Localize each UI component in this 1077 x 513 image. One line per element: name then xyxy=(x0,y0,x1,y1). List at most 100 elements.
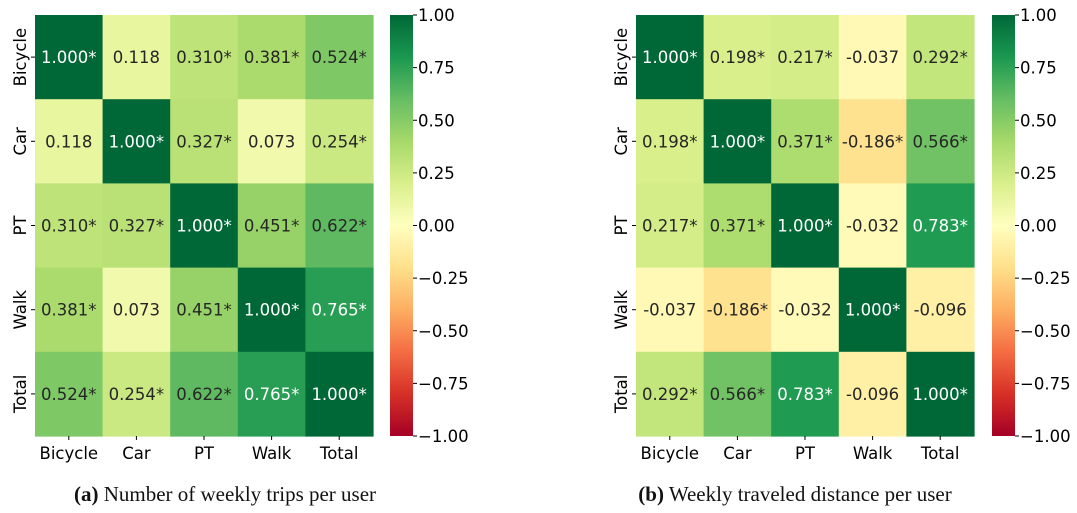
heatmap-cell xyxy=(771,351,840,437)
cell-annotation: -0.037 xyxy=(846,48,899,67)
cell-annotation: -0.032 xyxy=(778,301,831,320)
cell-annotation: 1.000* xyxy=(777,217,833,236)
cell-annotation: 0.118 xyxy=(45,132,92,151)
heatmap-cell xyxy=(102,99,171,184)
caption-b: (b) Weekly traveled distance per user xyxy=(540,482,1050,507)
cell-annotation: 0.198* xyxy=(710,48,766,67)
y-tick-label: Walk xyxy=(11,290,30,330)
colorbar-tick-label: −0.75 xyxy=(1020,374,1071,393)
heatmap-cell xyxy=(170,99,239,184)
cell-annotation: 1.000* xyxy=(845,301,901,320)
cell-annotation: 0.524* xyxy=(41,385,97,404)
colorbar-tick-label: 0.50 xyxy=(1020,111,1057,130)
heatmap-cell xyxy=(771,267,840,353)
y-tick-label: Car xyxy=(11,127,30,156)
x-tick-label: Car xyxy=(122,444,151,463)
caption-b-tag: (b) xyxy=(638,482,664,506)
heatmap-cell xyxy=(35,99,104,184)
cell-annotation: 1.000* xyxy=(176,217,232,236)
heatmap-cell xyxy=(703,183,772,269)
cell-annotation: 0.292* xyxy=(642,385,698,404)
heatmap-cell xyxy=(636,267,705,353)
cell-annotation: 1.000* xyxy=(311,385,367,404)
heatmap-cell xyxy=(703,99,772,184)
caption-a: (a) Number of weekly trips per user xyxy=(0,482,450,507)
x-tick-label: Total xyxy=(319,444,359,463)
heatmap-cell xyxy=(305,267,374,353)
heatmap-cell xyxy=(906,15,975,100)
x-tick-label: PT xyxy=(795,444,816,463)
cell-annotation: 0.783* xyxy=(912,217,968,236)
y-tick-label: Walk xyxy=(612,290,631,330)
heatmap-cell xyxy=(906,183,975,269)
cell-annotation: 0.451* xyxy=(176,301,232,320)
heatmap-cell xyxy=(170,183,239,269)
heatmap-cell xyxy=(636,183,705,269)
heatmap-cell xyxy=(35,351,104,437)
cell-annotation: 1.000* xyxy=(109,132,165,151)
heatmap-panel-a: 1.000* 0.118 0.310* 0.381* 0.524* 0.118 1.000*… xyxy=(11,6,469,463)
colorbar-tick-label: −1.00 xyxy=(1020,427,1071,446)
cell-annotation: 0.765* xyxy=(244,385,300,404)
cell-annotation: 0.622* xyxy=(311,217,367,236)
colorbar-tick-label: −0.50 xyxy=(418,322,469,341)
cell-annotation: 0.073 xyxy=(248,132,295,151)
colorbar-tick-label: 0.00 xyxy=(1020,217,1057,236)
heatmap-cell xyxy=(906,99,975,184)
cell-annotation: 0.566* xyxy=(912,132,968,151)
heatmap-cell xyxy=(237,15,306,100)
colorbar xyxy=(992,15,1015,436)
colorbar xyxy=(390,15,413,436)
heatmap-cell xyxy=(35,15,104,100)
cell-annotation: 0.217* xyxy=(642,217,698,236)
y-tick-label: Car xyxy=(612,127,631,156)
caption-a-text: Number of weekly trips per user xyxy=(103,482,377,506)
colorbar-tick-label: 0.75 xyxy=(418,59,455,78)
cell-annotation: -0.186* xyxy=(842,132,903,151)
colorbar-tick-label: −0.50 xyxy=(1020,322,1071,341)
heatmap-cell xyxy=(838,183,907,269)
heatmap-panel-b: 1.000* 0.198* 0.217* -0.037 0.292* 0.198* 1.00… xyxy=(612,6,1071,463)
heatmap-cell xyxy=(35,267,104,353)
heatmap-cell xyxy=(703,351,772,437)
cell-annotation: 0.451* xyxy=(244,217,300,236)
heatmap-cell xyxy=(305,99,374,184)
chart-figure: 1.000* 0.118 0.310* 0.381* 0.524* 0.118 1.000*… xyxy=(11,6,1071,463)
x-tick-label: PT xyxy=(194,444,215,463)
colorbar-tick-label: −1.00 xyxy=(418,427,469,446)
y-tick-label: PT xyxy=(612,215,631,236)
colorbar-tick-label: 0.50 xyxy=(418,111,455,130)
cell-annotation: 1.000* xyxy=(642,48,698,67)
cell-annotation: 0.073 xyxy=(113,301,160,320)
cell-annotation: 0.381* xyxy=(41,301,97,320)
heatmap-cell xyxy=(237,99,306,184)
cell-annotation: 0.524* xyxy=(311,48,367,67)
heatmap-cell xyxy=(305,351,374,437)
caption-a-tag: (a) xyxy=(73,482,99,506)
heatmap-cell xyxy=(102,267,171,353)
x-tick-label: Car xyxy=(723,444,752,463)
heatmap-cell xyxy=(102,183,171,269)
cell-annotation: 0.566* xyxy=(710,385,766,404)
heatmap-cell xyxy=(703,15,772,100)
cell-annotation: 1.000* xyxy=(41,48,97,67)
heatmap-cell xyxy=(838,351,907,437)
y-tick-label: Bicycle xyxy=(11,28,30,87)
heatmap-cell xyxy=(636,351,705,437)
y-tick-label: Bicycle xyxy=(612,28,631,87)
y-tick-label: PT xyxy=(11,215,30,236)
cell-annotation: 0.622* xyxy=(176,385,232,404)
y-tick-label: Total xyxy=(11,375,30,415)
cell-annotation: -0.096 xyxy=(914,301,967,320)
heatmap-cell xyxy=(35,183,104,269)
colorbar-tick-label: −0.25 xyxy=(1020,269,1071,288)
caption-b-text: Weekly traveled distance per user xyxy=(668,482,952,506)
colorbar-tick-label: −0.25 xyxy=(418,269,469,288)
cell-annotation: 0.118 xyxy=(113,48,160,67)
colorbar-tick-label: 0.25 xyxy=(418,164,455,183)
heatmap-cell xyxy=(838,99,907,184)
colorbar-tick-label: −0.75 xyxy=(418,374,469,393)
cell-annotation: 0.381* xyxy=(244,48,300,67)
heatmap-cell xyxy=(771,99,840,184)
heatmap-cell xyxy=(102,351,171,437)
